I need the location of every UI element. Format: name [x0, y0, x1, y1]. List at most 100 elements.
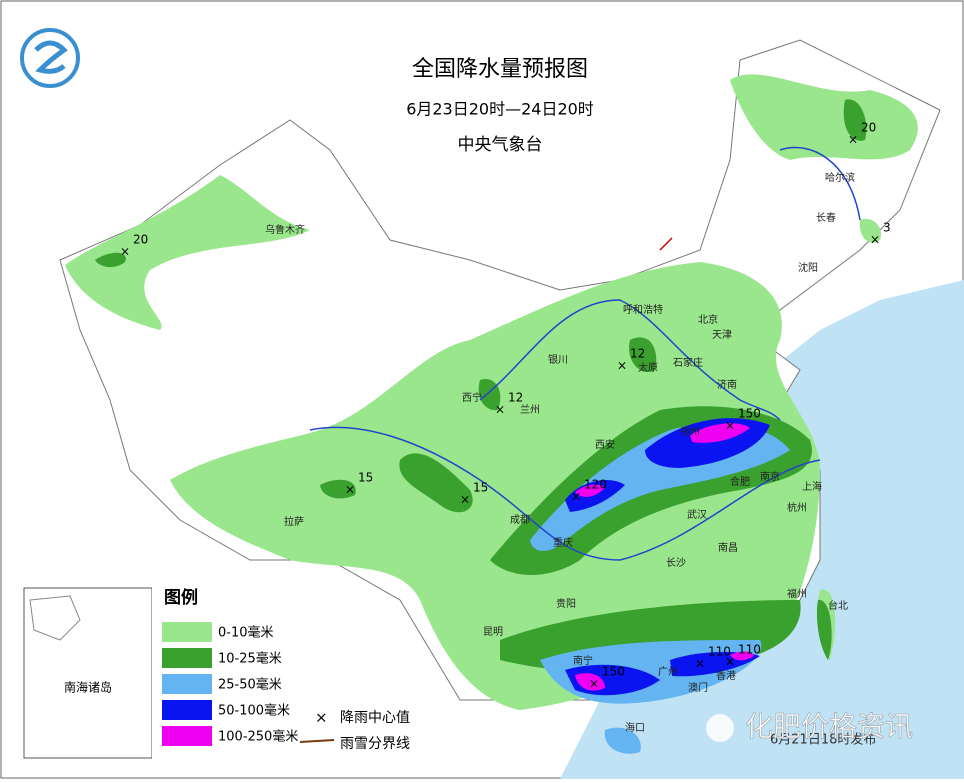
inset-label: 南海诸岛	[64, 680, 112, 695]
city-label: 昆明	[483, 626, 503, 638]
sea	[560, 280, 964, 779]
rain-snow-label: 雨雪分界线	[340, 736, 410, 752]
rain-snow-symbol	[299, 739, 335, 743]
precip-area	[65, 175, 310, 330]
legend-swatch	[162, 674, 212, 694]
city-label: 呼和浩特	[623, 304, 663, 316]
city-label: 石家庄	[673, 356, 703, 369]
city-label: 拉萨	[284, 515, 304, 528]
center-value: 110	[708, 645, 731, 659]
center-cross: ×	[725, 419, 735, 433]
center-cross: ×	[848, 133, 858, 147]
city-label: 南京	[760, 470, 780, 483]
precip-area	[816, 599, 832, 660]
city-label: 福州	[787, 587, 807, 600]
precip-area	[843, 99, 867, 141]
precip-area	[170, 262, 820, 710]
legend-label: 10-25毫米	[218, 651, 282, 667]
city-label: 长春	[816, 212, 836, 224]
city-label: 南宁	[573, 654, 593, 667]
inset-frame	[23, 587, 153, 759]
precip-area	[730, 74, 918, 160]
rain-snow-line	[659, 237, 673, 251]
center-cross: ×	[870, 233, 880, 247]
city-label: 南昌	[718, 541, 738, 554]
center-value: 110	[738, 643, 761, 657]
city-label: 成都	[510, 514, 530, 526]
precip-area	[575, 673, 605, 691]
center-cross: ×	[725, 655, 735, 669]
legend-label: 100-250毫米	[218, 729, 298, 745]
center-symbol-label: 降雨中心值	[340, 710, 410, 726]
center-symbol: ×	[315, 709, 328, 727]
center-value: 15	[473, 481, 488, 495]
watermark-icon	[706, 714, 734, 742]
city-label: 沈阳	[798, 261, 818, 274]
issued: 6月21日18时发布	[770, 732, 876, 748]
city-label: 广州	[658, 666, 678, 678]
legend-swatch	[162, 622, 212, 642]
city-label: 贵阳	[556, 597, 576, 610]
legend-swatch	[162, 700, 212, 720]
logo-mark	[34, 40, 68, 74]
center-value: 12	[508, 391, 523, 405]
city-label: 澳门	[688, 681, 708, 694]
city-label: 武汉	[687, 508, 707, 521]
center-cross: ×	[495, 403, 505, 417]
city-label: 太原	[638, 361, 658, 374]
legend-label: 50-100毫米	[218, 703, 290, 719]
city-label: 西宁	[462, 391, 482, 404]
city-label: 长沙	[666, 557, 686, 569]
inset-coast	[29, 595, 81, 641]
legend-label: 25-50毫米	[218, 677, 282, 693]
legend-swatch	[162, 648, 212, 668]
center-cross: ×	[120, 245, 130, 259]
center-value: 20	[133, 233, 148, 247]
watermark: 化肥价格资讯	[745, 710, 913, 743]
city-label: 合肥	[730, 475, 750, 488]
city-label: 乌鲁木齐	[265, 223, 305, 236]
river	[779, 146, 861, 221]
center-value: 15	[358, 471, 373, 485]
precip-area	[95, 252, 126, 268]
city-label: 上海	[802, 480, 822, 493]
city-label: 郑州	[680, 425, 700, 438]
center-cross: ×	[695, 657, 705, 671]
city-label: 香港	[716, 670, 736, 682]
legend-swatch	[162, 726, 212, 746]
city-label: 哈尔滨	[825, 171, 855, 184]
precip-area	[690, 423, 750, 443]
center-cross: ×	[571, 490, 581, 504]
center-cross: ×	[589, 677, 599, 691]
title: 全国降水量预报图	[412, 57, 588, 82]
precip-area	[320, 479, 356, 499]
river	[309, 426, 821, 561]
center-value: 120	[584, 478, 607, 492]
precip-area	[399, 453, 473, 513]
city-label: 天津	[712, 329, 732, 341]
precip-area	[604, 727, 641, 754]
period: 6月23日20时—24日20时	[406, 100, 594, 119]
precip-area	[575, 484, 605, 497]
center-cross: ×	[617, 359, 627, 373]
center-cross: ×	[460, 493, 470, 507]
city-label: 西安	[595, 438, 615, 451]
legend-title: 图例	[164, 587, 198, 608]
city-label: 北京	[698, 313, 718, 326]
precip-area	[859, 218, 881, 243]
center-value: 20	[861, 121, 876, 135]
legend-label: 0-10毫米	[218, 625, 274, 641]
issuer: 中央气象台	[458, 135, 543, 155]
center-value: 3	[883, 221, 891, 235]
precip-area	[730, 651, 754, 661]
city-label: 银川	[548, 353, 568, 366]
river	[479, 299, 781, 421]
city-label: 兰州	[520, 403, 540, 416]
city-label: 杭州	[787, 501, 807, 514]
center-cross: ×	[345, 483, 355, 497]
city-label: 济南	[717, 378, 737, 391]
city-label: 台北	[828, 599, 848, 612]
precip-area	[629, 337, 657, 372]
city-label: 重庆	[553, 536, 573, 549]
